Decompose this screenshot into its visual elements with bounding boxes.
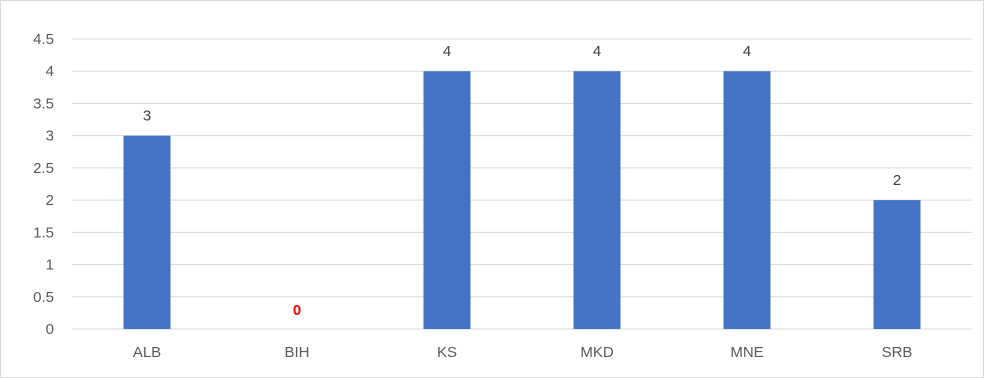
x-tick-label-mne: MNE xyxy=(730,344,763,361)
x-tick-label-mkd: MKD xyxy=(580,344,614,361)
x-tick-label-srb: SRB xyxy=(882,344,913,361)
y-tick-label: 4.5 xyxy=(33,31,54,48)
data-labels: 3 0 4 4 4 2 xyxy=(143,43,901,319)
data-label-ks: 4 xyxy=(443,43,451,60)
bar-mkd xyxy=(573,71,621,329)
bar-srb xyxy=(873,200,921,329)
x-tick-label-alb: ALB xyxy=(133,344,161,361)
y-tick-label: 2 xyxy=(46,192,54,209)
y-tick-label: 1.5 xyxy=(33,224,54,241)
data-label-srb: 2 xyxy=(893,172,901,189)
x-axis-tick-labels: ALB BIH KS MKD MNE SRB xyxy=(133,344,913,361)
data-label-mkd: 4 xyxy=(593,43,601,60)
data-label-alb: 3 xyxy=(143,108,151,125)
data-label-mne: 4 xyxy=(743,43,751,60)
bar-mne xyxy=(723,71,771,329)
bars xyxy=(123,71,921,329)
bar-alb xyxy=(123,135,171,329)
y-tick-label: 4 xyxy=(46,63,54,80)
x-tick-label-ks: KS xyxy=(437,344,457,361)
y-tick-label: 2.5 xyxy=(33,160,54,177)
y-tick-label: 1 xyxy=(46,257,54,274)
y-tick-label: 0.5 xyxy=(33,289,54,306)
y-tick-label: 3.5 xyxy=(33,95,54,112)
data-label-bih: 0 xyxy=(293,302,301,319)
y-tick-label: 0 xyxy=(46,321,54,338)
y-axis-tick-labels: 0 0.5 1 1.5 2 2.5 3 3.5 4 4.5 xyxy=(33,31,54,338)
bar-ks xyxy=(423,71,471,329)
x-tick-label-bih: BIH xyxy=(284,344,309,361)
gridlines xyxy=(72,38,972,330)
y-tick-label: 3 xyxy=(46,128,54,145)
